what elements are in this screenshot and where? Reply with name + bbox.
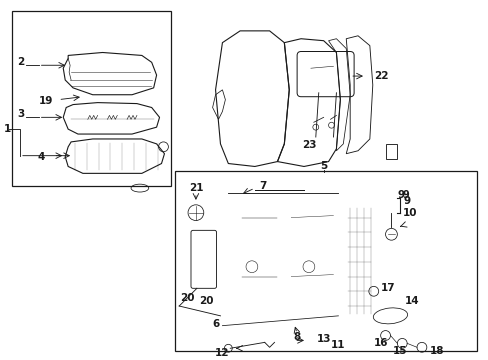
Text: 17: 17 [380, 283, 394, 293]
Text: 16: 16 [373, 338, 387, 348]
Text: 21: 21 [188, 183, 203, 193]
Bar [12, 11, 171, 186]
Text: 1: 1 [3, 124, 11, 134]
Text: 12: 12 [215, 348, 229, 358]
Text: 6: 6 [211, 319, 219, 329]
Text: 14: 14 [405, 296, 419, 306]
Text: 18: 18 [429, 346, 444, 356]
Text: 13: 13 [316, 334, 330, 345]
Text: 22: 22 [373, 71, 387, 81]
Text: 11: 11 [330, 340, 345, 350]
Text: 7: 7 [259, 181, 266, 191]
Text: 3: 3 [18, 109, 24, 120]
Text: 10: 10 [403, 208, 417, 218]
Text: 4: 4 [38, 152, 45, 162]
Text: 5: 5 [319, 162, 326, 171]
Text: 9: 9 [403, 196, 409, 206]
Text: 2: 2 [18, 57, 24, 67]
Text: 20: 20 [180, 293, 195, 303]
Text: 8: 8 [293, 333, 300, 342]
Text: 19: 19 [38, 96, 53, 105]
Text: 15: 15 [392, 346, 407, 356]
Text: 9: 9 [397, 190, 404, 200]
Text: 23: 23 [301, 140, 316, 150]
Text: 20: 20 [199, 296, 214, 306]
Bar [175, 171, 476, 351]
Text: 9: 9 [402, 190, 408, 200]
